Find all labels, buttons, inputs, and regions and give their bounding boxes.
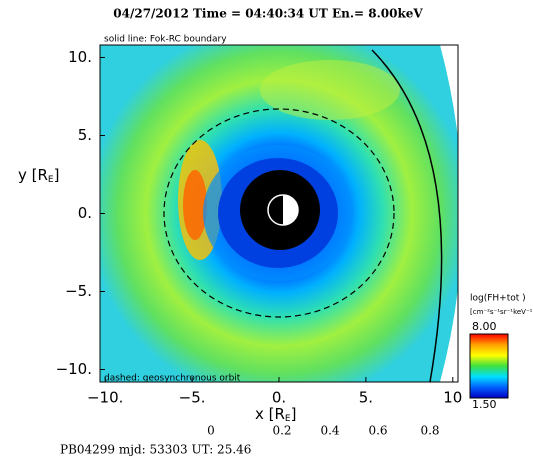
subtitle: solid line: Fok-RC boundary [104,35,227,45]
x-label: x [RE] [255,405,296,424]
y-label: y [RE] [18,166,59,185]
y-tick-label: 5. [78,126,92,144]
x-tick-label: −10. [87,389,123,407]
colorbar [469,333,509,399]
chart-title: 04/27/2012 Time = 04:40:34 UT En.= 8.00k… [113,7,423,21]
y-tick-label: −10. [56,360,92,378]
strip-tick-label: 0.2 [272,424,291,438]
colorbar-units: [cm⁻²s⁻¹sr⁻¹keV⁻¹] [470,308,533,316]
y-tick-label: −5. [65,282,92,300]
colorbar-title: log(FH+tot ) [470,294,526,304]
strip-tick-label: 0.6 [368,424,387,438]
x-tick-label: 0. [272,389,286,407]
geosync-orbit [163,108,395,318]
footer: PB04299 mjd: 53303 UT: 25.46 [60,443,251,457]
strip-tick-label: 0 [207,424,215,438]
colorbar-tick-label: 8.00 [472,320,497,333]
rc-boundary [371,49,443,383]
x-tick-label: −5. [179,389,206,407]
strip-tick-label: 0.4 [320,424,339,438]
y-tick-label: 0. [78,204,92,222]
strip-tick-label: 0.8 [420,424,439,438]
x-tick-label: 5. [359,389,373,407]
colorbar-tick-label: 1.50 [472,398,497,411]
heatmap [100,45,458,382]
annotation: dashed: geosynchronous orbit [104,374,241,384]
x-tick-label: 10 [443,389,462,407]
earth-day [283,195,298,225]
y-tick-label: 10. [68,48,92,66]
